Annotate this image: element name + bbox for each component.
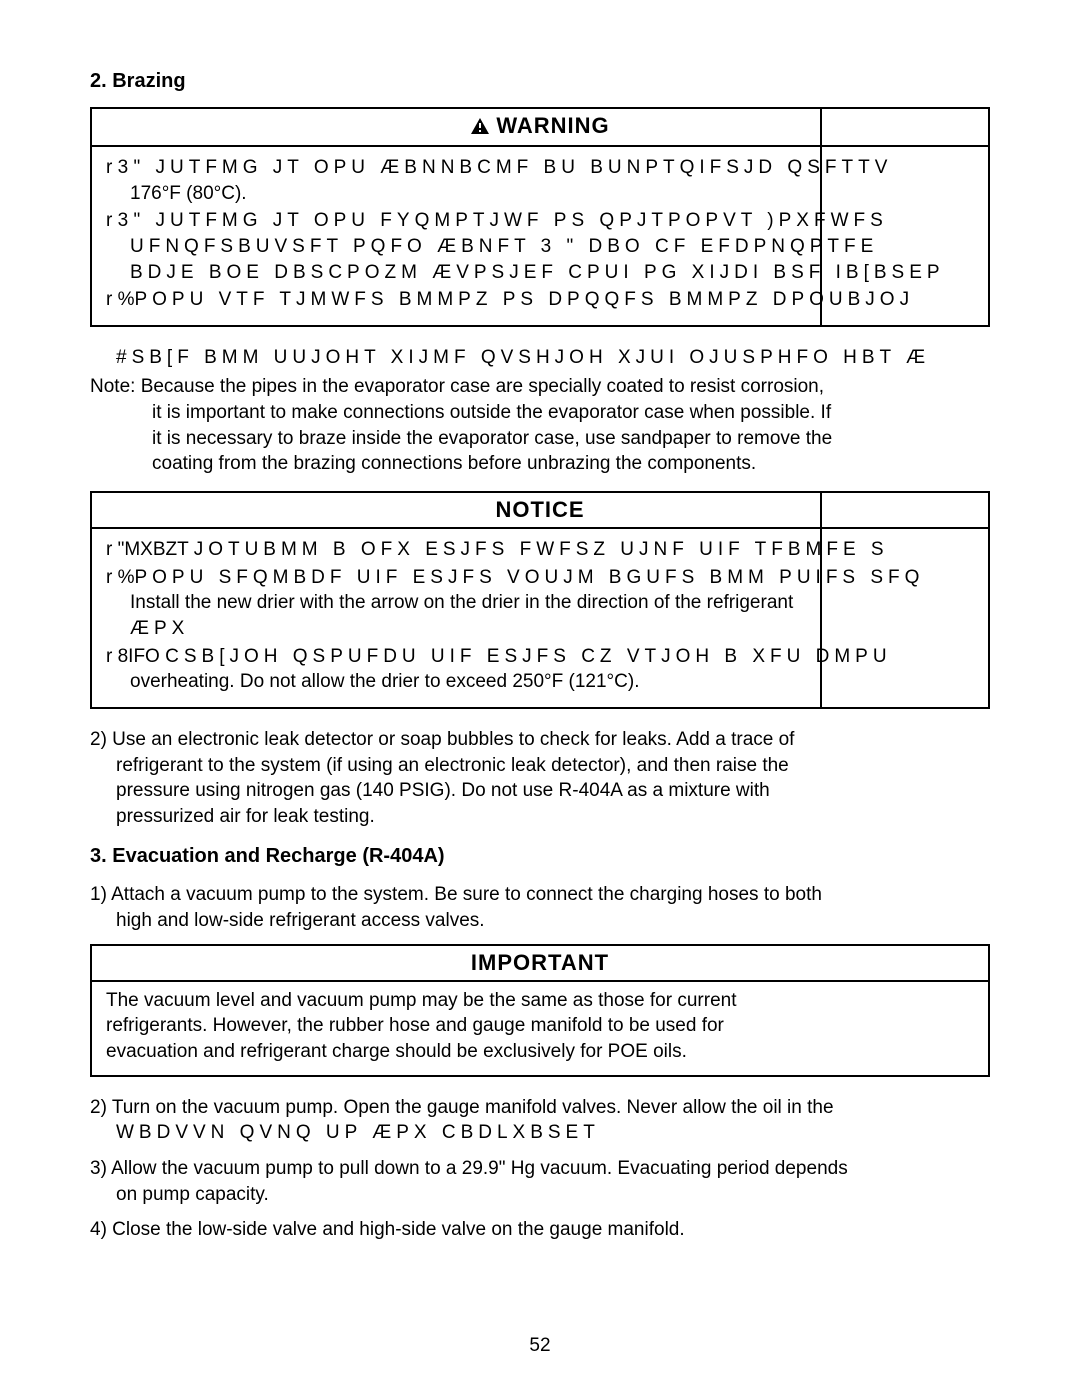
notice-label: NOTICE (495, 497, 584, 522)
bullet-pre: r 3 (106, 210, 128, 231)
important-box: IMPORTANT The vacuum level and vacuum pu… (90, 944, 990, 1077)
para-2: 2) Use an electronic leak detector or so… (90, 727, 990, 830)
s3-para-4: 4) Close the low-side valve and high-sid… (90, 1217, 990, 1243)
section-2-heading: 2. Brazing (90, 70, 990, 93)
notice-header: NOTICE (92, 493, 988, 529)
s3p1-line1: 1) Attach a vacuum pump to the system. B… (90, 884, 822, 905)
bullet-tail2: ÆPX (106, 616, 974, 642)
bullet-tail1: Install the new drier with the arrow on … (106, 590, 974, 616)
warning-label: WARNING (496, 113, 609, 138)
warning-triangle-icon (470, 115, 490, 141)
important-body: The vacuum level and vacuum pump may be … (92, 982, 988, 1075)
garbled-text: OPU SFQMBDF UIF ESJFS VOUJM BGUFS BMM PU… (152, 567, 924, 588)
page-number: 52 (0, 1335, 1080, 1357)
notice-bullet-1: r "MXBZT JOTUBMM B OFX ESJFS FWFSZ UJNF … (106, 537, 974, 563)
important-line1: The vacuum level and vacuum pump may be … (106, 990, 736, 1011)
bullet-pre: r %P (106, 567, 147, 588)
notice-body: r "MXBZT JOTUBMM B OFX ESJFS FWFSZ UJNF … (92, 529, 988, 707)
bullet-tail: 176°F (80°C). (106, 181, 974, 207)
s3p3-line2: on pump capacity. (90, 1182, 990, 1208)
garbled-text: BDJE BOE DBSCPOZM ÆVPSJEF CPUI PG XIJDI … (106, 260, 974, 286)
para2-line2: refrigerant to the system (if using an e… (90, 753, 990, 779)
bullet-pre: r 8IFO (106, 646, 160, 667)
note-line1: Note: Because the pipes in the evaporato… (90, 376, 824, 397)
note-paragraph: Note: Because the pipes in the evaporato… (90, 374, 990, 477)
s3-para-2: 2) Turn on the vacuum pump. Open the gau… (90, 1095, 990, 1146)
para2-line1: 2) Use an electronic leak detector or so… (90, 729, 794, 750)
warning-body: r 3 " JUTFMG JT OPU ÆBNNBCMF BU BUNPTQIF… (92, 147, 988, 325)
garbled-text: #SB[F BMM UUJOHT XIJMF QVSHJOH XJUI OJUS… (116, 347, 930, 368)
warning-bullet-1: r 3 " JUTFMG JT OPU ÆBNNBCMF BU BUNPTQIF… (106, 155, 974, 206)
garbled-text: CSB[JOH QSPUFDU UIF ESJFS CZ VTJOH B XFU… (165, 646, 891, 667)
warning-box: WARNING r 3 " JUTFMG JT OPU ÆBNNBCMF BU … (90, 107, 990, 327)
s3p3-line1: 3) Allow the vacuum pump to pull down to… (90, 1158, 848, 1179)
important-label: IMPORTANT (471, 950, 609, 975)
important-line2: refrigerants. However, the rubber hose a… (106, 1015, 724, 1036)
cut-line (820, 493, 822, 707)
bullet-tail: overheating. Do not allow the drier to e… (106, 669, 974, 695)
bullet-pre: r 3 (106, 157, 128, 178)
s3p2-line1: 2) Turn on the vacuum pump. Open the gau… (90, 1097, 834, 1118)
s3-para-3: 3) Allow the vacuum pump to pull down to… (90, 1156, 990, 1207)
s3-para-1: 1) Attach a vacuum pump to the system. B… (90, 882, 990, 933)
garbled-text: OPU VTF TJMWFS BMMPZ PS DPQQFS BMMPZ DPO… (152, 289, 914, 310)
bullet-pre: r %P (106, 289, 147, 310)
braze-paragraph: #SB[F BMM UUJOHT XIJMF QVSHJOH XJUI OJUS… (116, 345, 990, 371)
warning-header: WARNING (92, 109, 988, 147)
s3p4-line1: 4) Close the low-side valve and high-sid… (90, 1219, 685, 1240)
note-line4: coating from the brazing connections bef… (90, 451, 990, 477)
garbled-text: " JUTFMG JT OPU ÆBNNBCMF BU BUNPTQIFSJD … (133, 157, 892, 178)
warning-bullet-3: r %P OPU VTF TJMWFS BMMPZ PS DPQQFS BMMP… (106, 287, 974, 313)
notice-box: NOTICE r "MXBZT JOTUBMM B OFX ESJFS FWFS… (90, 491, 990, 709)
notice-bullet-2: r %P OPU SFQMBDF UIF ESJFS VOUJM BGUFS B… (106, 565, 974, 642)
section-3-heading: 3. Evacuation and Recharge (R-404A) (90, 845, 990, 868)
important-line3: evacuation and refrigerant charge should… (106, 1041, 687, 1062)
s3p1-line2: high and low-side refrigerant access val… (90, 908, 990, 934)
para2-line4: pressurized air for leak testing. (90, 804, 990, 830)
note-line2: it is important to make connections outs… (90, 400, 990, 426)
garbled-text: " JUTFMG JT OPU FYQMPTJWF PS QPJTPOPVT )… (133, 210, 887, 231)
para2-line3: pressure using nitrogen gas (140 PSIG). … (90, 778, 990, 804)
page-container: 2. Brazing WARNING r 3 " JUTFMG JT OPU Æ… (0, 0, 1080, 1397)
s3p2-garbled: WBDVVN QVNQ UP ÆPX CBDLXBSET (90, 1120, 990, 1146)
cut-line (820, 109, 822, 325)
garbled-text: UFNQFSBUVSFT PQFO ÆBNFT 3 " DBO CF EFDPN… (106, 234, 974, 260)
note-line3: it is necessary to braze inside the evap… (90, 426, 990, 452)
bullet-pre: r "MXBZT (106, 539, 188, 560)
notice-bullet-3: r 8IFO CSB[JOH QSPUFDU UIF ESJFS CZ VTJO… (106, 644, 974, 695)
garbled-text: JOTUBMM B OFX ESJFS FWFSZ UJNF UIF TFBMF… (194, 539, 889, 560)
warning-bullet-2: r 3 " JUTFMG JT OPU FYQMPTJWF PS QPJTPOP… (106, 208, 974, 285)
important-header: IMPORTANT (92, 946, 988, 982)
